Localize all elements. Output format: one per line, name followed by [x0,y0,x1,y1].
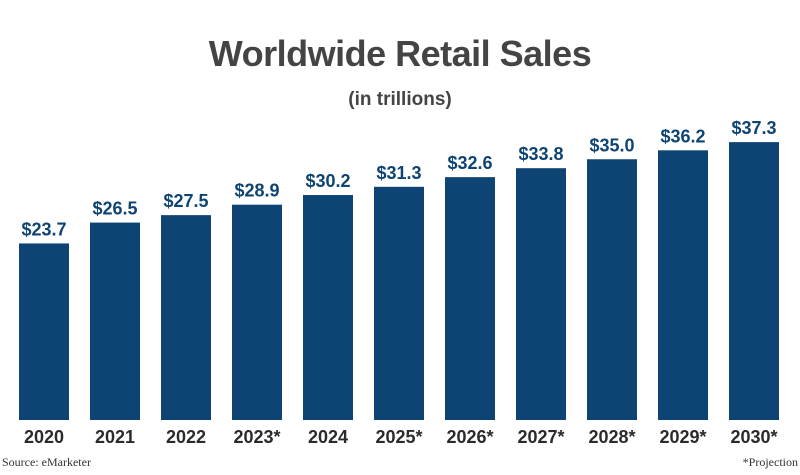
x-tick-label: 2020 [24,427,64,447]
projection-note: *Projection [742,455,798,469]
bar-2020 [19,243,69,420]
bar-2023-projected [232,204,282,420]
bar-2026-projected [445,177,495,420]
bar-2021 [90,222,140,420]
bar-2027-projected [516,168,566,420]
x-axis-ticks-group: 2020 2021 2022 2023* 2024 2025* 2026* 2027* 2028… [24,427,778,447]
x-tick-label: 2023* [233,427,280,447]
chart-subtitle: (in trillions) [348,89,452,110]
source-note: Source: eMarketer [2,455,91,469]
data-label: $36.2 [660,126,705,146]
bar-2024 [303,195,353,420]
x-tick-label: 2024 [308,427,348,447]
x-tick-label: 2026* [446,427,493,447]
x-tick-label: 2029* [659,427,706,447]
chart-title: Worldwide Retail Sales [208,33,592,74]
bar-2030-projected [729,142,779,421]
bar-2025-projected [374,186,424,420]
data-label: $28.9 [234,181,279,201]
data-label: $32.6 [447,153,492,173]
bar-2022 [161,215,211,420]
x-tick-label: 2030* [730,427,777,447]
x-tick-label: 2021 [95,427,135,447]
bars-group [19,142,779,421]
data-label: $37.3 [731,118,776,138]
data-label: $27.5 [163,191,208,211]
x-tick-label: 2028* [588,427,635,447]
data-label: $31.3 [376,163,421,183]
data-label: $30.2 [305,171,350,191]
bar-2029-projected [658,150,708,420]
data-label: $26.5 [92,199,137,219]
bar-2028-projected [587,159,637,420]
data-labels-group: $23.7 $26.5 $27.5 $28.9 $30.2 $31.3 $32.6 $33.8… [21,118,776,239]
x-tick-label: 2022 [166,427,206,447]
x-tick-label: 2025* [375,427,422,447]
x-tick-label: 2027* [517,427,564,447]
data-label: $33.8 [518,144,563,164]
data-label: $35.0 [589,135,634,155]
data-label: $23.7 [21,219,66,239]
